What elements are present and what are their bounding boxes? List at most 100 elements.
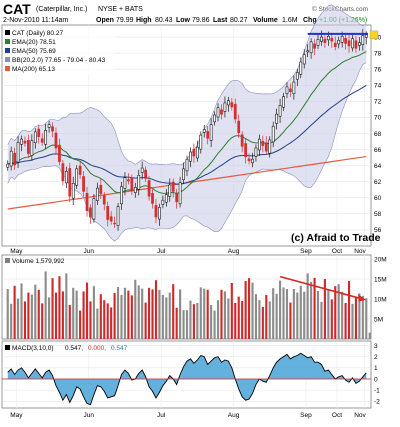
candle-body (361, 35, 365, 45)
price-tick-label: 72 (374, 99, 382, 106)
candle-body (40, 138, 44, 143)
volume-bar (65, 273, 68, 339)
month-label-top: Oct (332, 248, 342, 255)
candle-body (161, 199, 165, 205)
candle-body (347, 40, 351, 47)
volume-bar (110, 307, 113, 339)
volume-bar (120, 295, 123, 339)
volume-bar (75, 290, 78, 339)
volume-bar (289, 302, 292, 339)
volume-bar (282, 287, 285, 339)
candle-body (264, 142, 268, 152)
open-label: Open (96, 17, 114, 24)
candle-body (323, 38, 327, 43)
volume-bar (261, 307, 264, 339)
candle-body (192, 148, 196, 157)
candle-body (102, 195, 106, 205)
ema20-line (7, 51, 367, 194)
volume-bar (337, 284, 340, 339)
volume-bar (61, 291, 64, 339)
candle-body (227, 100, 230, 106)
volume-bar (158, 289, 161, 339)
legend-macd-histogram: 0.547 (111, 345, 128, 352)
candle-body (223, 102, 227, 112)
legend-swatch-macd (5, 345, 10, 350)
volume-value: 1.6M (282, 17, 298, 24)
candle-body (240, 134, 244, 147)
month-label-bottom: Oct (332, 412, 342, 419)
volume-bar (223, 291, 226, 339)
candle-body (337, 39, 341, 45)
volume-bar (44, 271, 47, 339)
candle-body (44, 129, 48, 145)
candle-body (285, 86, 289, 95)
candle-body (316, 39, 320, 46)
candle-body (282, 96, 285, 108)
volume-bar (230, 283, 233, 339)
candle-body (195, 146, 199, 159)
candle-body (344, 37, 347, 44)
candle-body (358, 42, 361, 46)
candle-body (92, 198, 96, 220)
candle-body (185, 158, 189, 172)
macd-area (2, 352, 371, 406)
volume-bar (79, 310, 82, 339)
volume-bar (351, 303, 354, 339)
legend-bb: BB(20,2.0) 77.65 - 79.04 - 80.43 (12, 57, 106, 64)
candle-body (23, 140, 27, 144)
macd-tick-label: 2 (374, 354, 378, 361)
volume-bar (182, 310, 185, 339)
volume-bar (134, 279, 137, 339)
candle-body (351, 38, 354, 49)
volume-bar (361, 295, 364, 339)
candle-body (51, 126, 54, 132)
candle-body (16, 142, 20, 163)
candle-body (302, 54, 306, 65)
volume-bar (116, 287, 120, 339)
volume-bar (206, 289, 209, 339)
volume-bar (148, 287, 151, 339)
chart-annotations (307, 30, 379, 40)
volume-bar (27, 292, 30, 339)
price-tick-label: 56 (374, 227, 382, 234)
month-label-bottom: Jul (157, 412, 166, 419)
candle-body (213, 114, 216, 123)
volume-trend-arrow (279, 275, 366, 302)
macd-tick-label: -2 (374, 399, 380, 406)
volume-bar (106, 303, 109, 339)
month-label-top: Jun (84, 248, 95, 255)
volume-bar (123, 287, 127, 339)
volume-bar (141, 288, 144, 339)
source-credit: © StockCharts.com (312, 5, 368, 13)
low-label: Low (176, 17, 191, 24)
last-value: 80.27 (230, 17, 248, 24)
volume-bar (285, 289, 289, 339)
macd-axis: -2 -1 0 1 2 3 (374, 343, 380, 406)
volume-bar (6, 289, 9, 339)
candle-body (133, 187, 137, 193)
low-value: 79.86 (192, 17, 210, 24)
candle-body (295, 72, 299, 80)
candle-body (27, 140, 30, 154)
volume-bar (244, 281, 247, 339)
candle-body (120, 186, 123, 205)
candle-body (313, 43, 316, 49)
volume-bars (6, 271, 371, 339)
volume-bar (154, 280, 158, 339)
moving-average-lines (7, 51, 367, 210)
volume-bar (168, 292, 171, 339)
candle-body (168, 184, 172, 197)
candle-body (258, 138, 261, 151)
volume-bar (127, 290, 130, 339)
volume-bar (237, 296, 240, 339)
legend-macd-signal: 0.000, (88, 345, 106, 352)
volume-bar (265, 295, 268, 339)
candle-body (199, 134, 203, 150)
candle-body (30, 140, 34, 156)
volume-bar (23, 301, 27, 339)
volume-bar (13, 285, 16, 339)
volume-bar (347, 281, 351, 339)
candle-body (209, 124, 213, 141)
candle-body (123, 177, 127, 189)
high-value: 80.43 (155, 17, 173, 24)
